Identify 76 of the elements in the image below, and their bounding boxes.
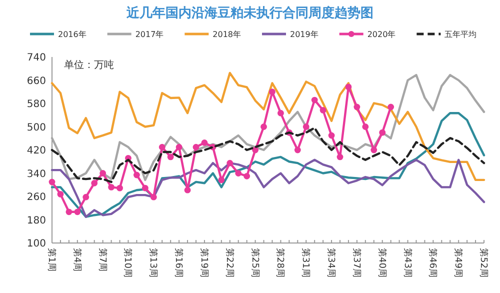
point bbox=[184, 186, 191, 194]
line-series bbox=[50, 158, 486, 218]
point bbox=[82, 194, 90, 200]
point bbox=[48, 178, 56, 186]
y-tick-label: 500 bbox=[26, 122, 46, 134]
x-tick-label: 第4周 bbox=[71, 248, 82, 272]
point bbox=[294, 146, 301, 154]
x-tick-label: 第49周 bbox=[452, 248, 464, 278]
chart-title: 近几年国内沿海豆粕未执行合同周度趋势图 bbox=[126, 5, 374, 21]
point bbox=[370, 146, 378, 154]
x-tick-label: 第10周 bbox=[122, 248, 134, 278]
point bbox=[336, 154, 344, 160]
y-tick-label: 340 bbox=[26, 168, 46, 180]
point bbox=[91, 180, 98, 186]
point bbox=[269, 88, 276, 96]
y-tick-label: 660 bbox=[26, 76, 46, 87]
x-tick-label: 第13周 bbox=[148, 248, 159, 278]
point bbox=[218, 176, 225, 184]
point bbox=[142, 184, 148, 192]
x-tick-label: 第37周 bbox=[350, 248, 362, 278]
point bbox=[74, 208, 81, 216]
point bbox=[100, 170, 106, 176]
y-tick-label: 180 bbox=[26, 215, 46, 226]
x-tick-label: 第46周 bbox=[427, 248, 438, 278]
point bbox=[116, 184, 123, 192]
x-tick-label: 第16周 bbox=[173, 248, 184, 278]
y-tick-label: 100 bbox=[26, 238, 46, 250]
point bbox=[57, 190, 64, 198]
point bbox=[235, 170, 242, 176]
point bbox=[66, 208, 72, 216]
x-tick-label: 第19周 bbox=[198, 248, 210, 278]
point bbox=[328, 132, 335, 139]
point bbox=[134, 172, 140, 178]
point bbox=[192, 144, 200, 150]
x-tick-label: 第7周 bbox=[96, 248, 108, 272]
point bbox=[108, 184, 114, 190]
point bbox=[176, 144, 182, 150]
y-tick-label: 260 bbox=[26, 192, 46, 203]
x-tick-label: 第52周 bbox=[478, 248, 489, 278]
annotation: 单位：万吨 bbox=[64, 59, 114, 71]
point bbox=[244, 172, 250, 180]
point bbox=[345, 84, 352, 90]
legend-label: 2019年 bbox=[290, 30, 318, 39]
point bbox=[320, 106, 326, 114]
x-tick-label: 第31周 bbox=[300, 248, 312, 278]
x-tick-label: 第43周 bbox=[402, 248, 413, 278]
legend-label: 2016年 bbox=[58, 30, 86, 39]
point bbox=[311, 96, 318, 104]
y-tick-label: 420 bbox=[26, 146, 46, 156]
y-tick-label: 740 bbox=[26, 52, 46, 64]
line-series bbox=[50, 126, 486, 184]
legend-label: 2018年 bbox=[212, 30, 242, 39]
x-tick-label: 第34周 bbox=[326, 248, 337, 278]
point bbox=[278, 110, 284, 116]
legend-label: 2017年 bbox=[135, 30, 164, 39]
point bbox=[201, 140, 208, 146]
point bbox=[354, 104, 360, 110]
line-series bbox=[50, 112, 486, 218]
point bbox=[388, 104, 394, 110]
x-tick-label: 第22周 bbox=[224, 248, 235, 278]
x-tick-label: 第28周 bbox=[274, 248, 286, 278]
x-tick-label: 第40周 bbox=[376, 248, 388, 278]
point bbox=[252, 146, 258, 154]
point bbox=[167, 154, 174, 160]
legend-label: 2020年 bbox=[367, 30, 396, 39]
x-tick-label: 第25周 bbox=[249, 248, 260, 278]
x-tick-label: 第1周 bbox=[46, 248, 57, 272]
y-tick-label: 580 bbox=[26, 99, 46, 110]
point bbox=[158, 144, 166, 150]
point bbox=[226, 160, 234, 166]
point bbox=[362, 124, 369, 130]
point bbox=[302, 124, 310, 130]
point bbox=[150, 194, 157, 200]
legend-label: 五年平均 bbox=[444, 30, 477, 39]
point bbox=[379, 129, 386, 136]
point bbox=[260, 124, 267, 130]
